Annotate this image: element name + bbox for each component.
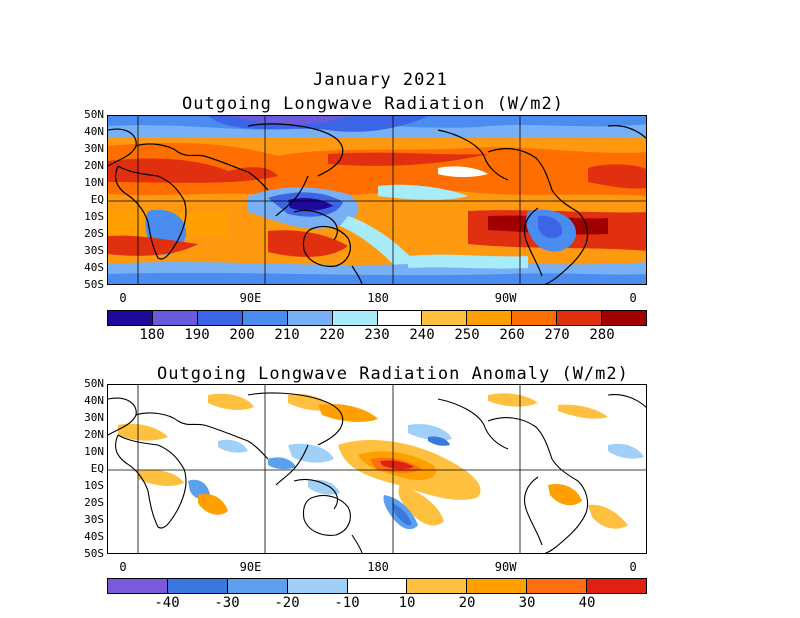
colorbar-swatch — [467, 579, 528, 593]
olr-anomaly-colorbar — [107, 578, 647, 594]
lon-label: 0 — [629, 291, 637, 305]
colorbar-label: 240 — [409, 327, 435, 343]
colorbar-swatch — [167, 579, 228, 593]
colorbar-label: 20 — [458, 595, 476, 611]
lat-label: 20N — [84, 428, 104, 441]
colorbar-label: 190 — [184, 327, 210, 343]
lat-label: 10S — [84, 210, 104, 223]
olr-anomaly-field — [108, 385, 646, 553]
lat-label: 50S — [84, 278, 104, 291]
colorbar-label: 250 — [454, 327, 480, 343]
date-title: January 2021 — [313, 70, 448, 90]
colorbar-swatch — [587, 579, 647, 593]
lon-label: 180 — [367, 560, 389, 574]
lat-label: 30S — [84, 513, 104, 526]
bottom-map-title: Outgoing Longwave Radiation Anomaly (W/m… — [157, 364, 629, 384]
lat-label: 30N — [84, 411, 104, 424]
lat-label: 40S — [84, 530, 104, 543]
colorbar-label: 230 — [364, 327, 390, 343]
lat-label: 10S — [84, 479, 104, 492]
lat-label: 50S — [84, 547, 104, 560]
colorbar-swatch — [422, 311, 468, 325]
colorbar-swatch — [287, 579, 348, 593]
lat-label: 10N — [84, 445, 104, 458]
lat-label: 40N — [84, 394, 104, 407]
lon-label: 0 — [629, 560, 637, 574]
colorbar-label: 40 — [578, 595, 596, 611]
lon-label: 90E — [239, 560, 262, 574]
colorbar-swatch — [512, 311, 558, 325]
lat-label: 30S — [84, 244, 104, 257]
colorbar-label: -20 — [274, 595, 300, 611]
colorbar-swatch — [557, 311, 603, 325]
colorbar-label: -40 — [154, 595, 180, 611]
lat-label: 50N — [84, 377, 104, 390]
lat-label: 20S — [84, 496, 104, 509]
lat-label: EQ — [90, 462, 104, 475]
olr-anomaly-map — [107, 384, 647, 554]
lon-label: 180 — [367, 291, 389, 305]
colorbar-label: 180 — [139, 327, 165, 343]
lon-label: 90E — [239, 291, 262, 305]
colorbar-swatch — [197, 311, 243, 325]
colorbar-swatch — [407, 579, 468, 593]
colorbar-swatch — [347, 579, 408, 593]
top-map-title: Outgoing Longwave Radiation (W/m2) — [182, 94, 564, 114]
colorbar-label: -10 — [334, 595, 360, 611]
lon-label: 90W — [494, 560, 517, 574]
lon-label: 0 — [119, 291, 127, 305]
lat-label: 10N — [84, 176, 104, 189]
colorbar-swatch — [227, 579, 288, 593]
colorbar-swatch — [527, 579, 588, 593]
lat-label: 40S — [84, 261, 104, 274]
lat-label: 50N — [84, 108, 104, 121]
colorbar-label: 30 — [518, 595, 536, 611]
colorbar-label: 270 — [544, 327, 570, 343]
colorbar-swatch — [602, 311, 647, 325]
lat-label: 20S — [84, 227, 104, 240]
lat-label: 20N — [84, 159, 104, 172]
colorbar-label: -30 — [214, 595, 240, 611]
colorbar-swatch — [287, 311, 333, 325]
lat-label: EQ — [90, 193, 104, 206]
colorbar-swatch — [108, 579, 168, 593]
colorbar-label: 280 — [589, 327, 615, 343]
lat-label: 30N — [84, 142, 104, 155]
olr-field — [108, 116, 646, 284]
colorbar-label: 210 — [274, 327, 300, 343]
colorbar-swatch — [108, 311, 153, 325]
lon-label: 90W — [494, 291, 517, 305]
lat-label: 40N — [84, 125, 104, 138]
colorbar-label: 220 — [319, 327, 345, 343]
lon-label: 0 — [119, 560, 127, 574]
colorbar-label: 10 — [398, 595, 416, 611]
colorbar-swatch — [377, 311, 423, 325]
colorbar-swatch — [152, 311, 198, 325]
colorbar-swatch — [467, 311, 513, 325]
olr-map — [107, 115, 647, 285]
colorbar-swatch — [332, 311, 378, 325]
colorbar-label: 200 — [229, 327, 255, 343]
colorbar-swatch — [242, 311, 288, 325]
colorbar-label: 260 — [499, 327, 525, 343]
olr-colorbar — [107, 310, 647, 326]
